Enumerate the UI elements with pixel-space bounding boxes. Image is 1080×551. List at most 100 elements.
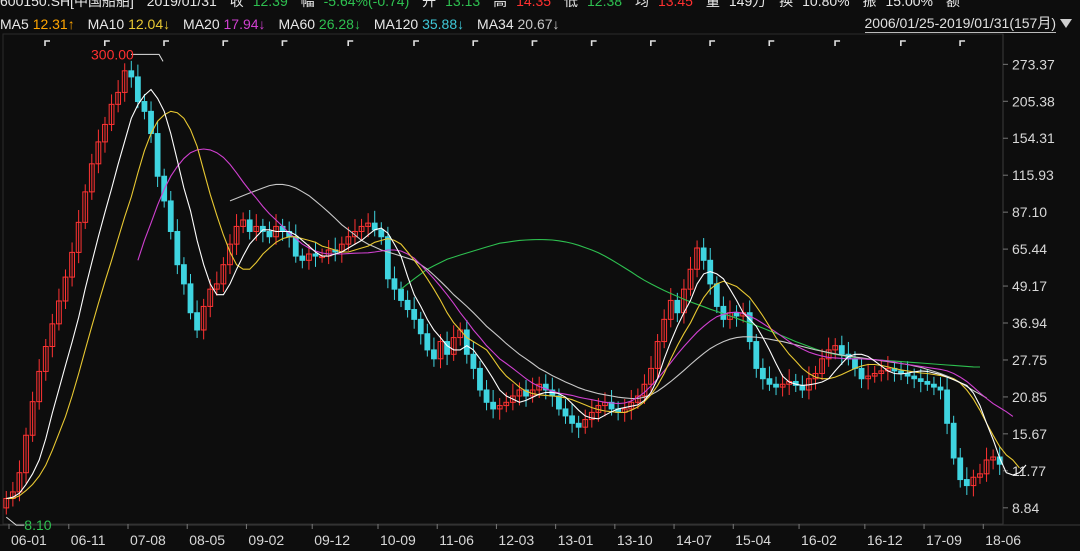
candle-down xyxy=(917,378,924,382)
candle-down xyxy=(924,380,931,385)
x-tick-label: 07-08 xyxy=(130,532,166,548)
candle-up xyxy=(648,367,654,385)
volume-field: 量 149万 xyxy=(705,0,767,9)
period-marker xyxy=(900,40,906,46)
candle-up xyxy=(115,91,122,105)
x-tick-label: 15-04 xyxy=(735,532,771,548)
candle-up xyxy=(990,456,997,461)
candle-up xyxy=(240,219,247,227)
candle-up xyxy=(667,299,674,320)
candle-up xyxy=(819,358,825,374)
candle-down xyxy=(378,229,385,238)
ma10-legend: MA10 12.04↓ xyxy=(87,16,171,32)
candle-up xyxy=(878,370,885,374)
period-marker xyxy=(768,40,775,46)
date-range-selector[interactable]: 2006/01/25-2019/01/31(157月) xyxy=(864,15,1056,33)
candle-down xyxy=(713,283,720,307)
candle-up xyxy=(358,225,365,232)
candle-down xyxy=(746,312,753,343)
candle-down xyxy=(181,264,187,285)
candle-down xyxy=(371,222,378,231)
high-value-label: 300.00 xyxy=(91,46,134,62)
x-tick-label: 13-10 xyxy=(617,532,653,548)
plot-area xyxy=(2,33,1004,525)
low-value-label: 8.10 xyxy=(24,517,51,533)
extra-field: 额 xyxy=(945,0,960,9)
candle-up xyxy=(661,318,668,343)
candle-up xyxy=(213,283,220,290)
x-tick-label: 09-02 xyxy=(248,532,284,548)
ma5-legend: MA5 12.31↑ xyxy=(0,16,75,32)
candle-down xyxy=(858,367,865,380)
candle-up xyxy=(108,103,115,125)
turnover-field: 换 10.80% xyxy=(779,0,850,9)
candle-up xyxy=(75,221,82,253)
candle-down xyxy=(431,349,437,360)
high-field: 高 14.35 xyxy=(493,0,552,9)
candle-up xyxy=(253,225,260,232)
change-field: 幅 -5.64%(-0.74) xyxy=(300,0,410,9)
open-field: 开 13.13 xyxy=(422,0,481,9)
quote-date: 2019/01/31 xyxy=(146,0,217,9)
candle-down xyxy=(490,401,497,410)
candle-up xyxy=(95,141,102,165)
candle-down xyxy=(417,318,424,335)
candle-up xyxy=(516,389,523,397)
x-tick-label: 10-09 xyxy=(380,532,416,548)
y-tick-label: 8.84 xyxy=(1012,500,1039,516)
y-tick-label: 27.75 xyxy=(1012,352,1047,368)
x-tick-label: 06-11 xyxy=(71,532,106,548)
candle-up xyxy=(227,243,233,266)
candle-down xyxy=(950,422,957,459)
y-tick-label: 49.17 xyxy=(1012,278,1047,294)
low-marker-line xyxy=(5,516,25,526)
candle-down xyxy=(700,247,707,261)
close-field: 收 12.39 xyxy=(229,0,288,9)
ma34-line xyxy=(229,183,987,400)
period-marker xyxy=(44,40,50,46)
candle-down xyxy=(957,457,964,481)
x-tick-label: 12-03 xyxy=(498,532,534,548)
candle-up xyxy=(42,346,49,372)
candle-down xyxy=(963,479,970,487)
candle-up xyxy=(69,251,75,278)
period-marker xyxy=(531,40,538,46)
candle-up xyxy=(49,323,56,348)
candle-up xyxy=(306,253,312,261)
candle-up xyxy=(983,459,990,475)
ma10-line xyxy=(6,110,1020,500)
candle-up xyxy=(16,472,23,493)
candle-down xyxy=(542,383,549,391)
candle-down xyxy=(608,401,615,410)
y-tick-label: 15.67 xyxy=(1012,426,1047,442)
candle-down xyxy=(523,389,529,397)
candle-up xyxy=(687,268,694,290)
candle-up xyxy=(207,288,214,307)
y-tick-label: 87.10 xyxy=(1012,204,1047,220)
candle-down xyxy=(470,353,477,369)
candle-down xyxy=(174,230,181,266)
y-tick-label: 115.93 xyxy=(1012,167,1054,183)
y-tick-label: 154.31 xyxy=(1012,130,1055,146)
x-tick-label: 18-06 xyxy=(985,532,1021,548)
candle-up xyxy=(509,395,516,403)
period-marker xyxy=(650,40,656,46)
period-marker xyxy=(590,40,597,46)
candle-down xyxy=(838,345,845,355)
candle-up xyxy=(345,236,352,245)
stock-name[interactable]: 600150.SH[中国船舶] xyxy=(0,0,134,9)
candle-up xyxy=(88,163,95,193)
candle-up xyxy=(582,419,589,428)
y-tick-label: 11.77 xyxy=(1012,463,1046,479)
candle-down xyxy=(391,278,398,290)
candle-down xyxy=(852,358,858,369)
period-marker xyxy=(834,40,841,46)
candle-down xyxy=(246,219,253,232)
period-marker xyxy=(959,40,966,46)
candle-down xyxy=(569,415,575,424)
dropdown-arrow-icon[interactable] xyxy=(1060,19,1072,28)
candle-down xyxy=(898,370,904,374)
candle-up xyxy=(352,230,358,238)
candle-down xyxy=(944,389,950,424)
